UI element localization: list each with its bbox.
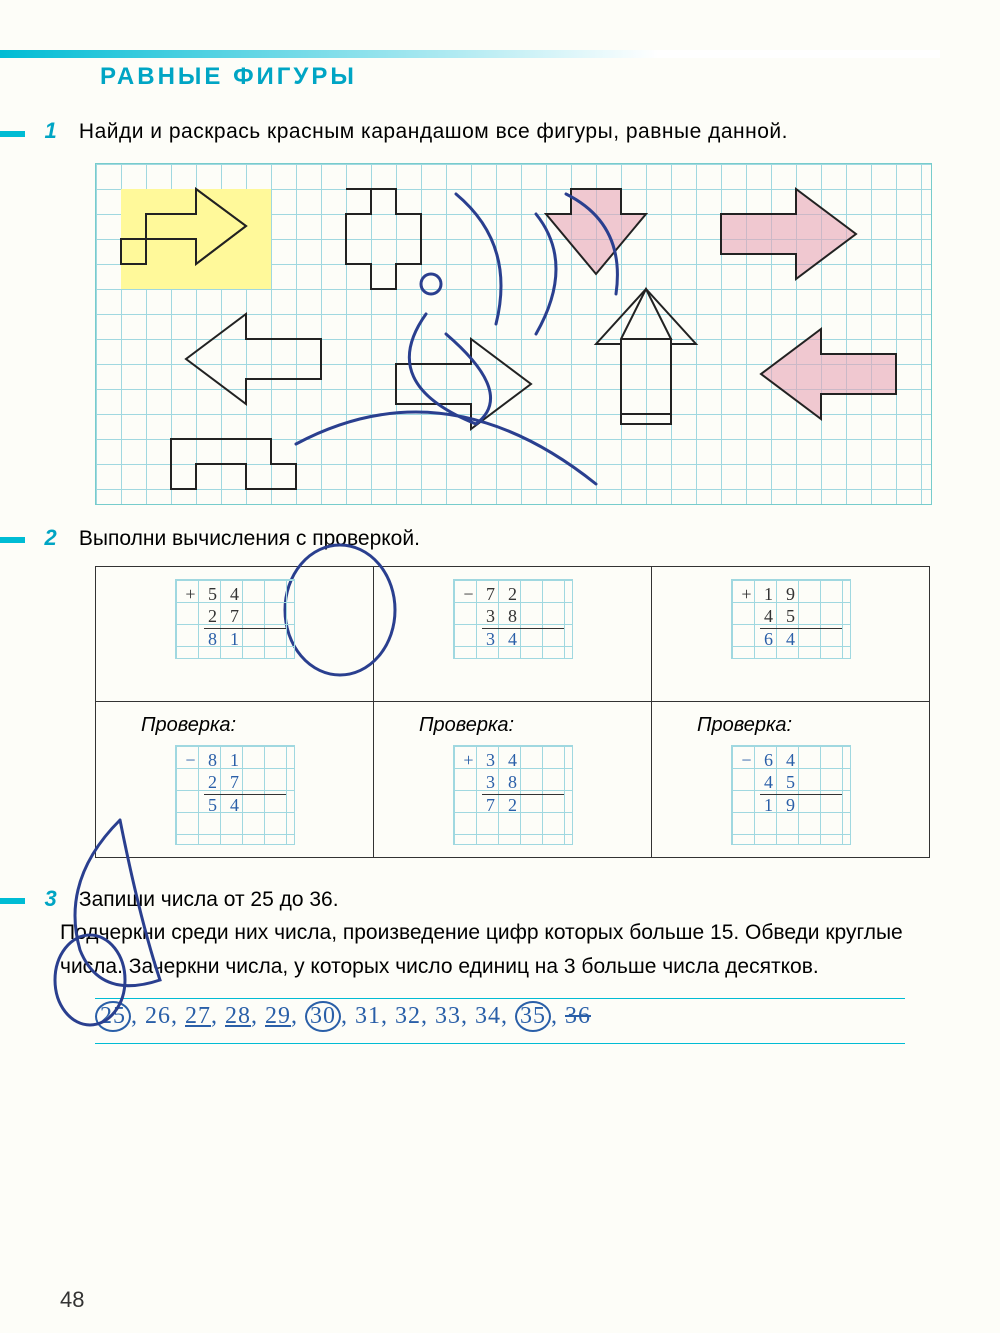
calc-cell-2: −72 38 34 [374, 566, 652, 701]
task-2-text: Выполни вычисления с проверкой. [79, 527, 420, 550]
check-cell-2: Проверка: +34 38 72 [374, 701, 652, 857]
task-1: 1 Найди и раскрась красным карандашом вс… [60, 116, 940, 148]
task-marker [0, 131, 25, 137]
page: РАВНЫЕ ФИГУРЫ 1 Найди и раскрась красным… [0, 0, 1000, 1333]
check-label: Проверка: [141, 714, 353, 737]
calc-cell-1: +54 27 81 [96, 566, 374, 701]
page-title: РАВНЫЕ ФИГУРЫ [100, 63, 940, 91]
task-1-num: 1 [44, 118, 74, 144]
task-2: 2 Выполни вычисления с проверкой. [60, 525, 940, 551]
calc-table: +54 27 81 −72 38 34 +19 45 [95, 566, 930, 858]
check-cell-3: Проверка: −64 45 19 [652, 701, 930, 857]
task-marker [0, 537, 25, 543]
shapes-grid [95, 163, 932, 505]
check-cell-1: Проверка: −81 27 54 [96, 701, 374, 857]
task-3: 3 Запиши числа от 25 до 36.Подчеркни сре… [60, 883, 940, 984]
task-marker [0, 898, 25, 904]
calc-cell-3: +19 45 64 [652, 566, 930, 701]
check-label: Проверка: [697, 714, 909, 737]
answer-line: 25, 26, 27, 28, 29, 30, 31, 32, 33, 34, … [95, 998, 905, 1044]
task-2-num: 2 [44, 525, 74, 551]
task-1-text: Найди и раскрась красным карандашом все … [79, 120, 788, 143]
page-number: 48 [60, 1287, 84, 1313]
task-3-num: 3 [44, 886, 74, 912]
task-3-text: Запиши числа от 25 до 36.Подчеркни среди… [60, 888, 903, 978]
title-bar [0, 50, 940, 58]
check-label: Проверка: [419, 714, 631, 737]
